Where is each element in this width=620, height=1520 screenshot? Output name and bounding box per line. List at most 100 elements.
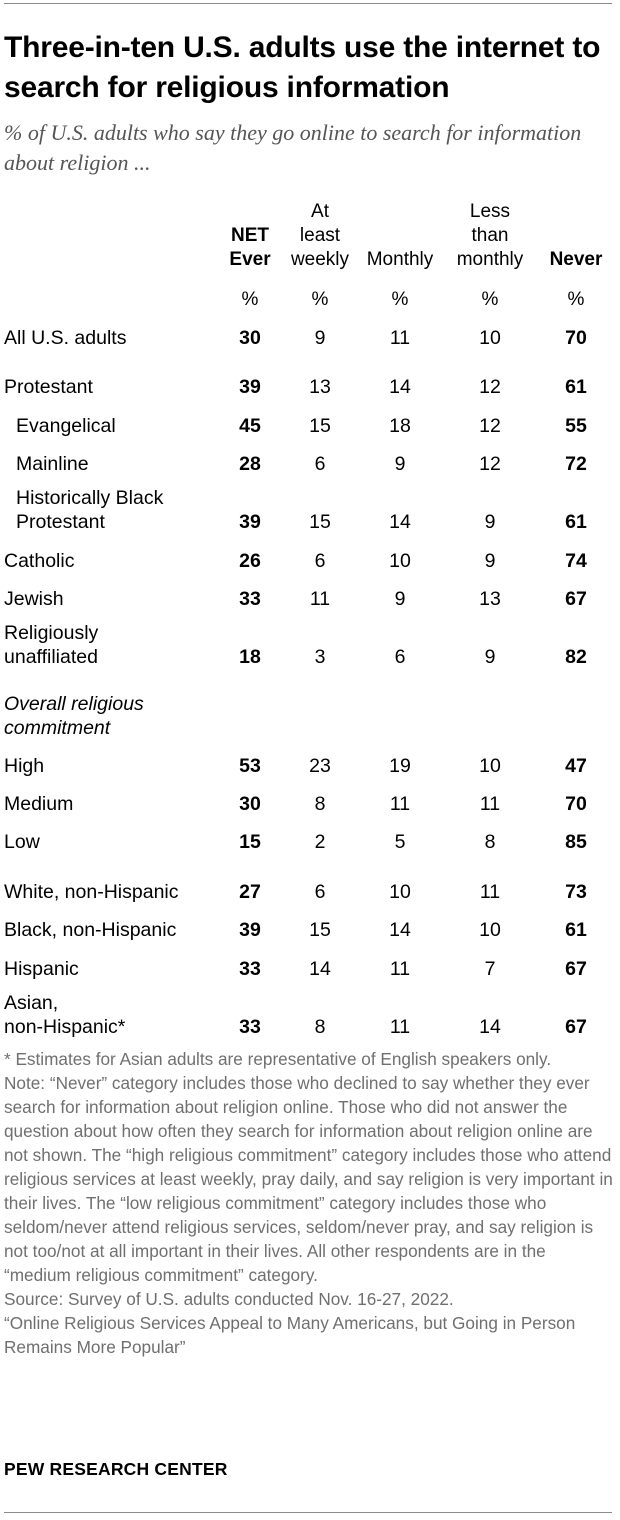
cell-at-least-weekly: 9 — [314, 327, 326, 349]
cell-never: 61 — [565, 376, 587, 398]
cell-less-than-monthly: 14 — [479, 1016, 501, 1038]
chart-title: Three-in-ten U.S. adults use the interne… — [4, 31, 601, 104]
cell-at-least-weekly: 6 — [314, 881, 326, 903]
unit-label-at-least-weekly: % — [311, 289, 329, 310]
column-header-never: Never — [521, 248, 620, 272]
cell-at-least-weekly: 15 — [309, 511, 331, 533]
row-label: Low — [4, 830, 40, 854]
cell-net-ever: 30 — [239, 793, 261, 815]
cell-less-than-monthly: 13 — [479, 588, 501, 610]
cell-less-than-monthly: 9 — [484, 550, 496, 572]
row-label: Religiously unaffiliated — [4, 621, 98, 669]
cell-monthly: 18 — [389, 415, 411, 437]
cell-never: 85 — [565, 831, 587, 853]
top-rule — [4, 3, 612, 4]
unit-label-monthly: % — [391, 289, 409, 310]
cell-never: 61 — [565, 919, 587, 941]
cell-monthly: 6 — [394, 646, 406, 668]
asterisk-note: * Estimates for Asian adults are represe… — [4, 1049, 552, 1069]
row-label: Historically Black Protestant — [16, 486, 163, 534]
cell-never: 70 — [565, 793, 587, 815]
cell-net-ever: 33 — [239, 958, 261, 980]
cell-never: 55 — [565, 415, 587, 437]
cell-never: 72 — [565, 453, 587, 475]
row-label-line: Mainline — [16, 453, 89, 475]
column-header-line: Monthly — [366, 249, 434, 270]
cell-never: 70 — [565, 327, 587, 349]
cell-net-ever: 39 — [239, 919, 261, 941]
cell-net-ever: 28 — [239, 453, 261, 475]
cell-never: 67 — [565, 1016, 587, 1038]
row-label: Mainline — [16, 452, 89, 476]
row-label: Asian, non-Hispanic* — [4, 991, 125, 1039]
row-label-line: Catholic — [4, 550, 75, 572]
row-label: High — [4, 754, 44, 778]
row-label: Evangelical — [16, 414, 116, 438]
column-header-line: Ever — [229, 249, 271, 270]
cell-net-ever: 26 — [239, 550, 261, 572]
row-label-line: Religiously — [4, 622, 99, 644]
row-label: Black, non-Hispanic — [4, 918, 176, 942]
row-label-line: Protestant — [4, 376, 93, 398]
row-label-line: Hispanic — [4, 958, 79, 980]
row-label: All U.S. adults — [4, 326, 126, 350]
chart-subtitle: % of U.S. adults who say they go online … — [4, 120, 582, 175]
cell-less-than-monthly: 10 — [479, 755, 501, 777]
column-header-line: NET — [231, 225, 269, 246]
row-label-line: White, non-Hispanic — [4, 881, 179, 903]
cell-net-ever: 18 — [239, 646, 261, 668]
cell-net-ever: 39 — [239, 376, 261, 398]
cell-less-than-monthly: 11 — [479, 881, 501, 903]
cell-net-ever: 33 — [239, 1016, 261, 1038]
chart-notes: * Estimates for Asian adults are represe… — [4, 1047, 614, 1359]
cell-at-least-weekly: 14 — [309, 958, 331, 980]
source-note: Source: Survey of U.S. adults conducted … — [4, 1289, 454, 1309]
row-label-line: Protestant — [16, 511, 105, 533]
cell-never: 67 — [565, 588, 587, 610]
row-label: Protestant — [4, 375, 93, 399]
row-label-line: unaffiliated — [4, 646, 98, 668]
row-label-line: Low — [4, 831, 40, 853]
row-label-line: Evangelical — [16, 415, 116, 437]
cell-monthly: 11 — [389, 327, 411, 349]
column-header-line: weekly — [290, 249, 350, 270]
cell-monthly: 10 — [389, 550, 411, 572]
column-header-line: least — [299, 225, 341, 246]
cell-less-than-monthly: 12 — [479, 376, 501, 398]
column-header-line: Less — [469, 201, 511, 222]
row-label-line: commitment — [4, 717, 111, 739]
pew-logo-text: PEW RESEARCH CENTER — [4, 1459, 228, 1479]
cell-monthly: 5 — [394, 831, 406, 853]
cell-never: 73 — [565, 881, 587, 903]
column-header-less-than-monthly: Less than monthly — [435, 200, 545, 272]
row-label: Hispanic — [4, 957, 79, 981]
row-label-line: Historically Black — [16, 487, 164, 509]
cell-at-least-weekly: 3 — [314, 646, 326, 668]
row-label-line: Black, non-Hispanic — [4, 919, 177, 941]
cell-less-than-monthly: 10 — [479, 919, 501, 941]
cell-at-least-weekly: 6 — [314, 550, 326, 572]
cell-net-ever: 33 — [239, 588, 261, 610]
cell-monthly: 14 — [389, 511, 411, 533]
cell-net-ever: 39 — [239, 511, 261, 533]
method-note: Note: “Never” category includes those wh… — [4, 1073, 613, 1285]
row-label-line: High — [4, 755, 45, 777]
column-header-net-ever: NET Ever — [195, 224, 305, 272]
cell-less-than-monthly: 8 — [484, 831, 496, 853]
row-label-line: Jewish — [4, 588, 64, 610]
cell-net-ever: 45 — [239, 415, 261, 437]
report-title: “Online Religious Services Appeal to Man… — [4, 1313, 576, 1357]
cell-less-than-monthly: 9 — [484, 646, 496, 668]
bottom-rule — [4, 1512, 612, 1513]
cell-monthly: 9 — [394, 588, 406, 610]
cell-at-least-weekly: 11 — [309, 588, 331, 610]
row-label-line: Overall religious — [4, 693, 144, 715]
cell-at-least-weekly: 8 — [314, 793, 326, 815]
cell-monthly: 9 — [394, 453, 406, 475]
row-label: Jewish — [4, 587, 64, 611]
cell-at-least-weekly: 8 — [314, 1016, 326, 1038]
column-header-at-least-weekly: At least weekly — [265, 200, 375, 272]
cell-never: 47 — [565, 755, 587, 777]
row-label: White, non-Hispanic — [4, 880, 179, 904]
column-header-line: Never — [549, 249, 603, 270]
